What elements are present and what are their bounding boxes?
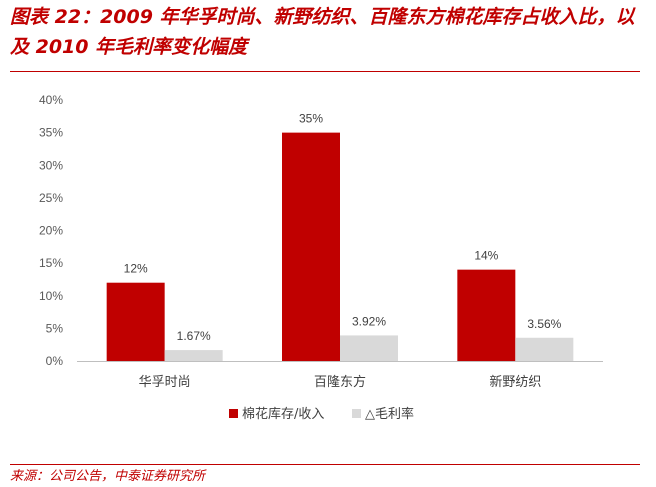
data-labels: 12% 1.67% 35% 3.92% 14% 3.56% bbox=[124, 112, 562, 343]
y-tick-label: 20% bbox=[39, 224, 63, 238]
bar-cotton-inventory bbox=[457, 269, 516, 361]
data-label: 1.67% bbox=[177, 329, 211, 343]
x-category-label: 百隆东方 bbox=[314, 374, 366, 390]
legend: 棉花库存/收入 △毛利率 bbox=[229, 406, 414, 422]
y-tick-label: 35% bbox=[39, 126, 63, 140]
bar-gross-margin-change bbox=[515, 337, 574, 361]
x-category-label: 新野纺织 bbox=[489, 374, 541, 390]
source-note: 来源：公司公告，中泰证券研究所 bbox=[10, 469, 206, 484]
data-label: 35% bbox=[299, 112, 323, 126]
legend-label: △毛利率 bbox=[365, 406, 414, 422]
bar-gross-margin-change bbox=[164, 350, 223, 361]
y-tick-label: 40% bbox=[39, 93, 63, 107]
y-tick-label: 30% bbox=[39, 158, 63, 172]
y-axis: 0% 5% 10% 15% 20% 25% 30% 35% 40% bbox=[39, 93, 63, 368]
bar-cotton-inventory bbox=[106, 282, 165, 361]
bar-cotton-inventory bbox=[282, 132, 340, 361]
legend-label: 棉花库存/收入 bbox=[242, 406, 324, 422]
x-axis: 华孚时尚 百隆东方 新野纺织 bbox=[77, 361, 603, 390]
data-label: 12% bbox=[124, 262, 148, 276]
figure-title: 图表 22：2009 年华孚时尚、新野纺织、百隆东方棉花库存占收入比，以及 20… bbox=[10, 6, 635, 58]
y-tick-label: 0% bbox=[46, 354, 64, 368]
y-tick-label: 10% bbox=[39, 289, 63, 303]
y-tick-label: 5% bbox=[46, 321, 64, 335]
legend-swatch bbox=[229, 409, 238, 418]
data-label: 14% bbox=[474, 249, 498, 263]
y-tick-label: 15% bbox=[39, 256, 63, 270]
y-tick-label: 25% bbox=[39, 191, 63, 205]
bar-gross-margin-change bbox=[340, 335, 398, 361]
bar-series bbox=[106, 132, 574, 361]
source-divider bbox=[10, 464, 640, 465]
data-label: 3.56% bbox=[527, 317, 561, 331]
legend-swatch bbox=[352, 409, 361, 418]
title-divider bbox=[10, 71, 640, 72]
data-label: 3.92% bbox=[352, 314, 386, 328]
x-category-label: 华孚时尚 bbox=[139, 375, 191, 390]
